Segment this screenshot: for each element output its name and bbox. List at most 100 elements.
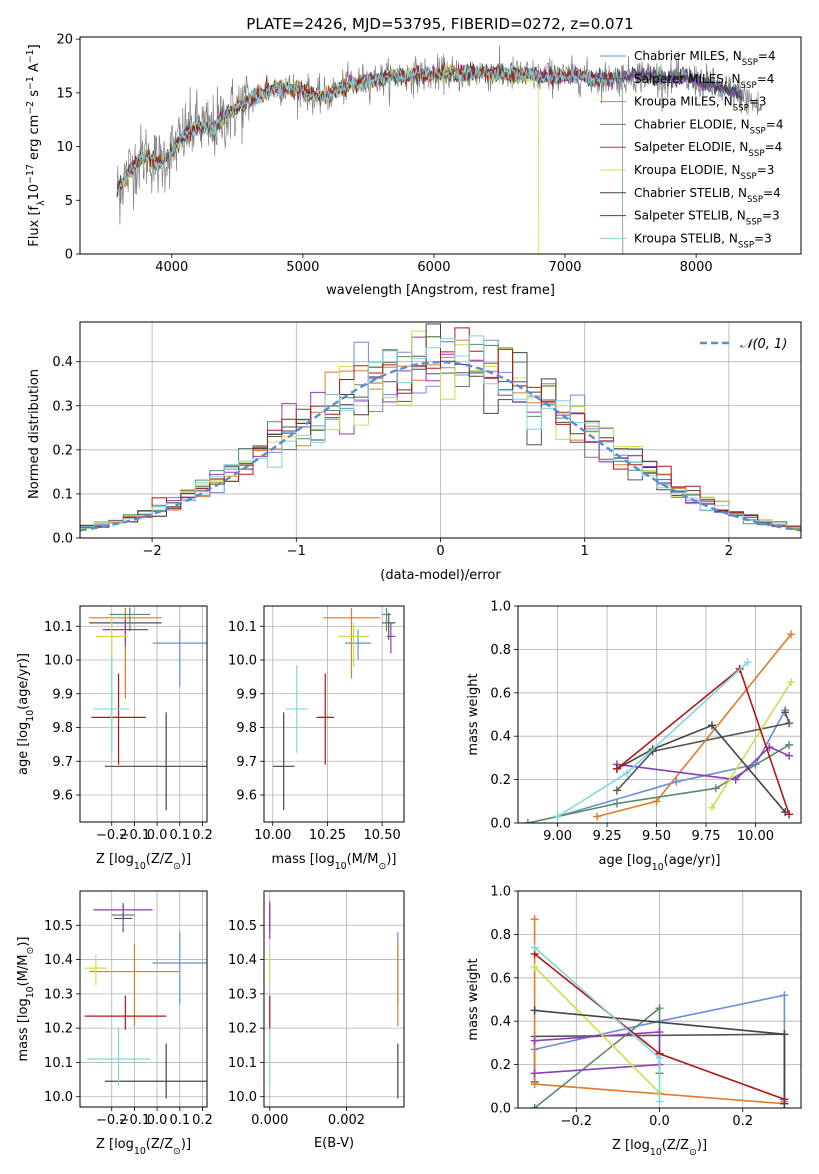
y-axis-label: mass weight [466,673,481,755]
mass-weight-marker [785,719,794,728]
x-tick-label: 9.25 [593,829,622,844]
x-tick-label: 10.00 [254,828,291,843]
x-axis-label-part: ⊙ [689,1147,697,1158]
mass-weight-marker [530,1080,539,1089]
legend-label: Kroupa ELODIE, NSSP=3 [634,163,774,182]
legend-label-part: SSP [742,58,758,68]
x-axis-label: Z [log10(Z/Z⊙)] [96,1137,191,1157]
mass-weight-marker [780,991,789,1000]
mass-weight-marker [780,1030,789,1039]
legend-label-part: SSP [741,81,757,91]
figure-title: PLATE=2426, MJD=53795, FIBERID=0272, z=0… [246,15,633,33]
mass-weight-marker [530,915,539,924]
x-tick-label: 0 [436,544,444,559]
mass-weight-marker [612,786,621,795]
x-tick-label: 0.2 [192,828,213,843]
x-tick-label: −0.2 [560,1114,592,1129]
legend-label-part: =4 [758,49,776,63]
panel-age_vs_Z: −0.2−0.10.0 0.1 0.2 9.6 9.7 9.8 9.9 10.0 10.1 Z [… [16,605,213,872]
legend-label-part: SSP [746,218,762,228]
x-tick-label: 8000 [680,260,713,275]
mass-weight-marker [593,812,602,821]
legend-label-part: Salpeter STELIB, N [634,209,746,223]
mass-weight-marker [530,1036,539,1045]
legend-label-part: SSP [748,149,764,159]
axes-frame [263,890,405,1108]
x-tick-label: 10.50 [364,828,401,843]
mass-weight-marker [707,803,716,812]
mass-weight-line [534,1031,661,1075]
legend-label-part: Kroupa STELIB, N [634,231,738,245]
x-axis-label-part: (Z/Z [146,852,173,867]
y-tick-label: 0.6 [490,971,511,986]
x-tick-label: 0.0 [147,1113,168,1128]
x-tick-label: 9.50 [642,829,671,844]
x-axis-label-part: Z [log [612,1138,650,1153]
mass-weight-marker [612,799,621,808]
panel-age_vs_mass: 10.00 10.25 10.50 9.6 9.7 9.8 9.9 10.0 10.1 mass … [228,605,405,872]
mass-weight-marker [530,1069,539,1078]
mass-weight-line [616,712,791,792]
mass-weight-marker [707,721,716,730]
y-tick-label: 1.0 [490,600,511,615]
legend-label-part: Salpeter ELODIE, N [634,140,748,154]
panel-mass_weight_vs_Z: −0.2 0.0 0.2 0.0 0.2 0.4 0.6 0.8 1.0 Z [log10(Z/Z… [466,885,802,1158]
x-tick-label: 2 [725,544,733,559]
plot-area-spectrum [116,45,763,254]
y-tick-label: 0.0 [52,532,73,547]
y-tick-label: 10.1 [228,620,257,635]
mass-weight-marker [655,1004,664,1013]
x-tick-label: 0.2 [732,1114,753,1129]
plot-area-mass_vs_Z [80,891,207,1107]
legend-label-part: =3 [762,209,780,223]
x-axis-label: Z [log10(Z/Z⊙)] [612,1138,707,1158]
y-tick-label: 0.1 [52,487,73,502]
y-tick-label: 10.0 [44,654,73,669]
legend-label-part: SSP [750,126,766,136]
y-axis-label-part: 10 [25,710,36,722]
x-axis-label-part: ⊙ [173,1146,181,1157]
y-tick-label: 9.9 [236,687,257,702]
mass-weight-marker [655,1097,664,1106]
y-tick-label: 0.4 [490,1015,511,1030]
y-tick-label: 1.0 [490,885,511,900]
x-axis-label: (data-model)/error [380,568,501,583]
panel-mass_vs_Z: −0.2−0.10.0 0.1 0.2 10.0 10.1 10.2 10.3 10.4 10.… [16,890,213,1157]
y-tick-label: 10.5 [44,919,73,934]
y-axis-label-part: )] [16,937,31,947]
x-axis-label-part: 10 [335,861,347,872]
x-axis-label-part: ⊙ [378,861,386,872]
mass-weight-marker [785,810,794,819]
y-tick-label: 0 [65,248,73,263]
y-tick-label: 0.2 [52,443,73,458]
x-axis-label-part: )] [386,852,396,867]
mass-weight-line [616,746,790,781]
x-axis-label: mass [log10(M/M⊙)] [272,852,397,872]
x-axis-label: E(B-V) [314,1136,354,1151]
mass-weight-marker [785,751,794,760]
y-axis-label: Flux [fλ10−17 erg cm−2 s−1 A−1] [25,44,47,246]
legend-label-part: SSP [741,172,757,182]
x-axis-label-part: 10 [652,862,664,873]
y-tick-label: 10.1 [44,1056,73,1071]
x-axis-label-part: (M/M [347,852,379,867]
mass-weight-marker [612,764,621,773]
plot-area-mass_weight_vs_age [518,606,801,823]
x-axis-label-part: (Z/Z [146,1137,173,1152]
legend-label-part: Chabrier ELODIE, N [634,117,750,131]
legend-label-part: =3 [749,95,767,109]
residual-histogram [80,327,801,528]
mass-weight-marker [530,943,539,952]
x-tick-label: 9.00 [543,829,572,844]
y-tick-label: 0.4 [52,355,73,370]
plot-area-age_vs_mass [264,606,404,822]
y-tick-label: 9.6 [236,789,257,804]
model-spectrum-line [117,65,624,254]
x-tick-label: 0.0 [147,828,168,843]
x-tick-label: 9.75 [692,829,721,844]
mass-weight-line [557,709,786,818]
y-tick-label: 0.0 [490,1102,511,1117]
plot-area-mass_weight_vs_Z [518,891,801,1108]
axes-frame [79,605,208,823]
